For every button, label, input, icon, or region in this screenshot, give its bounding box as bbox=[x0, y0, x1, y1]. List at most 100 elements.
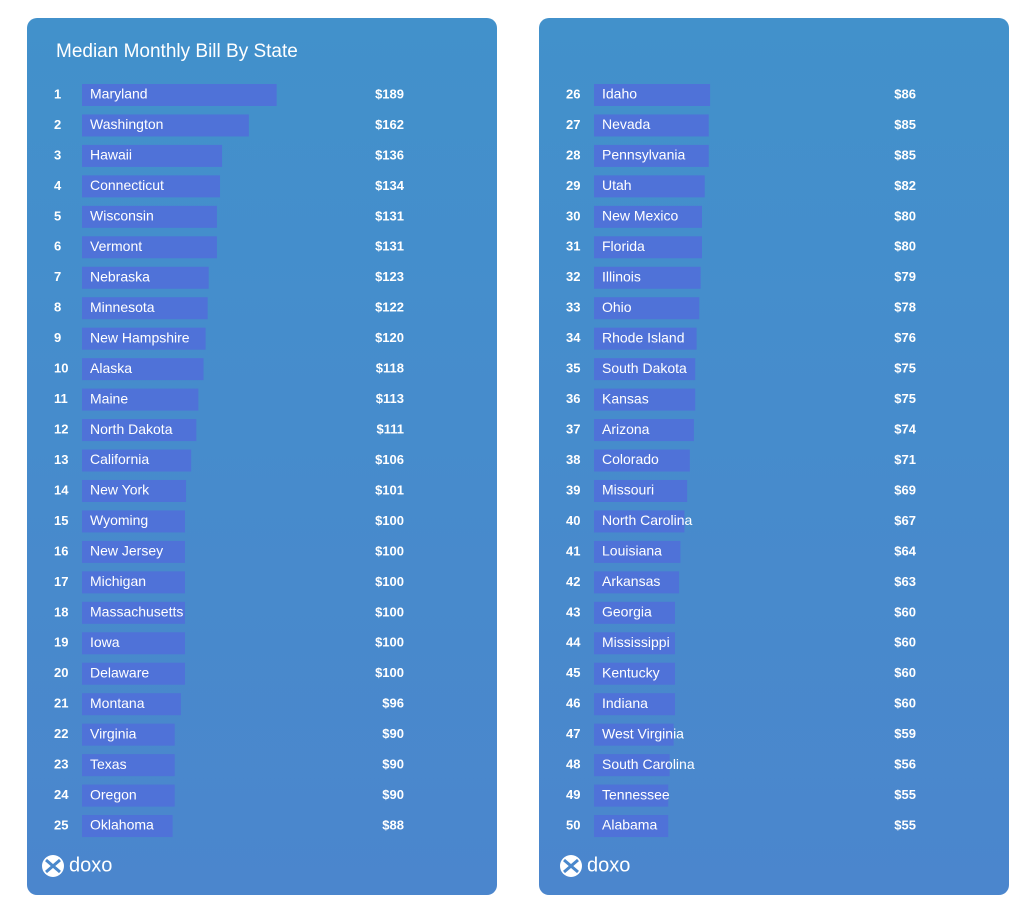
rank-label: 1 bbox=[54, 86, 61, 101]
bar bbox=[82, 479, 187, 502]
value-label: $60 bbox=[894, 604, 916, 619]
category-label: Colorado bbox=[602, 451, 659, 467]
value-label: $101 bbox=[375, 482, 404, 497]
rank-label: 41 bbox=[566, 543, 580, 558]
bar bbox=[594, 601, 675, 624]
rank-label: 6 bbox=[54, 239, 61, 254]
rank-label: 30 bbox=[566, 208, 580, 223]
rank-label: 31 bbox=[566, 239, 580, 254]
bar bbox=[82, 632, 185, 655]
value-label: $74 bbox=[894, 421, 916, 436]
bar bbox=[82, 114, 249, 137]
bar bbox=[82, 358, 204, 381]
rank-label: 42 bbox=[566, 574, 580, 589]
bar bbox=[82, 662, 185, 685]
category-label: Missouri bbox=[602, 482, 654, 498]
bar bbox=[82, 693, 181, 716]
category-label: Idaho bbox=[602, 86, 637, 102]
rank-label: 13 bbox=[54, 452, 68, 467]
value-label: $131 bbox=[375, 208, 404, 223]
value-label: $100 bbox=[375, 513, 404, 528]
logo: doxo bbox=[560, 854, 630, 877]
category-label: Virginia bbox=[90, 725, 137, 741]
value-label: $60 bbox=[894, 635, 916, 650]
bar bbox=[82, 723, 175, 746]
category-label: New Mexico bbox=[602, 208, 678, 224]
bar bbox=[594, 205, 702, 228]
value-label: $111 bbox=[377, 421, 405, 436]
rank-label: 23 bbox=[54, 757, 68, 772]
bar bbox=[82, 236, 217, 259]
rank-label: 24 bbox=[54, 787, 69, 802]
bar bbox=[82, 205, 217, 228]
category-label: Oklahoma bbox=[90, 817, 154, 833]
rank-label: 38 bbox=[566, 452, 580, 467]
bar bbox=[82, 784, 175, 807]
value-label: $82 bbox=[894, 178, 916, 193]
value-label: $55 bbox=[894, 787, 916, 802]
bar bbox=[594, 449, 690, 472]
rank-label: 32 bbox=[566, 269, 580, 284]
bar bbox=[594, 144, 709, 167]
value-label: $90 bbox=[382, 726, 404, 741]
value-label: $100 bbox=[375, 635, 404, 650]
rank-label: 18 bbox=[54, 604, 68, 619]
bar bbox=[594, 327, 697, 350]
category-label: Wyoming bbox=[90, 512, 148, 528]
category-label: Washington bbox=[90, 116, 163, 132]
bar bbox=[594, 236, 702, 259]
rank-label: 19 bbox=[54, 635, 68, 650]
value-label: $162 bbox=[375, 117, 404, 132]
category-label: Massachusetts bbox=[90, 604, 183, 620]
rank-label: 4 bbox=[54, 178, 62, 193]
category-label: Connecticut bbox=[90, 177, 164, 193]
rank-label: 8 bbox=[54, 300, 61, 315]
bar bbox=[594, 632, 675, 655]
bar bbox=[82, 601, 185, 624]
bar bbox=[594, 84, 711, 106]
rank-label: 28 bbox=[566, 147, 580, 162]
bar bbox=[594, 358, 696, 381]
category-label: Rhode Island bbox=[602, 329, 685, 345]
category-label: New Hampshire bbox=[90, 329, 190, 345]
category-label: Florida bbox=[602, 238, 645, 254]
category-label: New York bbox=[90, 482, 150, 498]
value-label: $64 bbox=[894, 543, 916, 558]
value-label: $90 bbox=[382, 787, 404, 802]
value-label: $106 bbox=[375, 452, 404, 467]
category-label: Texas bbox=[90, 756, 127, 772]
bar bbox=[82, 84, 277, 106]
bar bbox=[594, 510, 685, 533]
category-label: Utah bbox=[602, 177, 632, 193]
value-label: $78 bbox=[894, 300, 916, 315]
bar bbox=[82, 449, 192, 472]
bar bbox=[594, 479, 688, 502]
value-label: $60 bbox=[894, 696, 916, 711]
bar bbox=[594, 388, 696, 411]
rank-label: 37 bbox=[566, 421, 580, 436]
category-label: Kansas bbox=[602, 390, 649, 406]
category-label: West Virginia bbox=[602, 725, 684, 741]
rank-label: 35 bbox=[566, 361, 580, 376]
rank-label: 43 bbox=[566, 604, 580, 619]
rank-label: 17 bbox=[54, 574, 68, 589]
value-label: $80 bbox=[894, 208, 916, 223]
bar bbox=[82, 266, 209, 289]
rank-label: 21 bbox=[54, 696, 68, 711]
bar bbox=[82, 419, 197, 442]
rank-label: 39 bbox=[566, 482, 580, 497]
value-label: $85 bbox=[894, 147, 916, 162]
category-label: Maine bbox=[90, 390, 128, 406]
category-label: Nebraska bbox=[90, 268, 150, 284]
bar bbox=[594, 693, 675, 716]
category-label: Mississippi bbox=[602, 634, 670, 650]
chart-title: Median Monthly Bill By State bbox=[56, 41, 298, 62]
value-label: $75 bbox=[894, 391, 916, 406]
rank-label: 44 bbox=[566, 635, 581, 650]
logo: doxo bbox=[42, 854, 112, 877]
bar bbox=[594, 815, 669, 838]
value-label: $71 bbox=[894, 452, 916, 467]
category-label: Kentucky bbox=[602, 664, 660, 680]
value-label: $100 bbox=[375, 543, 404, 558]
rank-label: 2 bbox=[54, 117, 61, 132]
